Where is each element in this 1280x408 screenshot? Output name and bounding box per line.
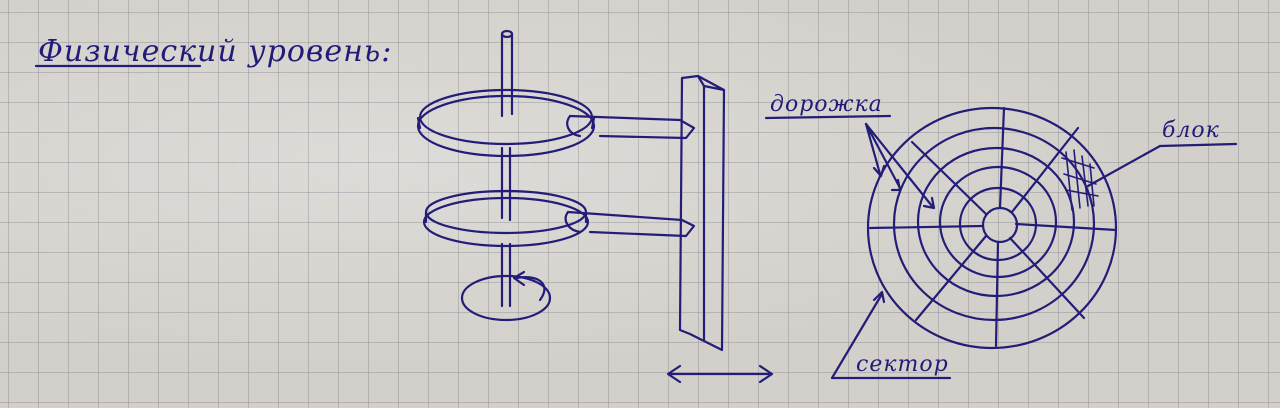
label-sector: сектор [856,352,949,377]
read-write-arms [564,114,696,238]
page-title: Физический уровень: [38,34,393,69]
rotation-arrow-icon [460,270,552,322]
label-block: блок [1162,118,1220,143]
block-hatch [1061,149,1099,211]
label-pointers [34,64,1238,380]
label-track: дорожка [770,92,883,117]
movement-arrow-icon [666,364,774,384]
disk-surface [866,106,1118,350]
actuator-board [678,74,726,352]
spindle [500,29,514,308]
lower-platter [422,189,590,248]
